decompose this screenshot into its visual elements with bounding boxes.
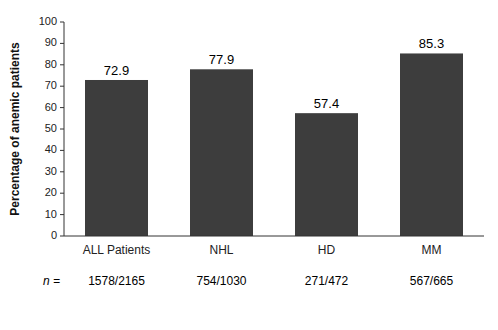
y-tick xyxy=(60,129,64,130)
y-axis-label: Percentage of anemic patients xyxy=(8,42,22,216)
y-tick xyxy=(60,86,64,87)
y-tick xyxy=(60,150,64,151)
data-label: 85.3 xyxy=(419,36,444,51)
y-tick-label: 20 xyxy=(45,186,57,198)
y-tick-label: 30 xyxy=(45,165,57,177)
data-label: 72.9 xyxy=(104,63,129,78)
y-tick xyxy=(60,107,64,108)
y-tick xyxy=(60,64,64,65)
y-tick-label: 0 xyxy=(51,229,57,241)
y-tick-label: 10 xyxy=(45,208,57,220)
n-label: 1578/2165 xyxy=(88,274,145,288)
bars xyxy=(85,53,463,236)
n-label: 271/472 xyxy=(305,274,349,288)
n-label: 567/665 xyxy=(410,274,454,288)
bar xyxy=(190,69,253,236)
n-label: 754/1030 xyxy=(196,274,246,288)
chart-container: 0 10 20 30 40 50 60 70 80 90 100 Percentage of anem… xyxy=(0,0,498,330)
y-tick xyxy=(60,193,64,194)
x-tick-label: HD xyxy=(318,243,336,257)
n-prefix: n = xyxy=(43,274,60,288)
y-tick-label: 60 xyxy=(45,101,57,113)
data-label: 77.9 xyxy=(209,52,234,67)
y-tick-label: 90 xyxy=(45,36,57,48)
y-tick-label: 50 xyxy=(45,122,57,134)
y-tick-label: 70 xyxy=(45,79,57,91)
bar xyxy=(295,113,358,236)
y-tick xyxy=(60,171,64,172)
y-tick-label: 80 xyxy=(45,58,57,70)
x-tick-labels: ALL Patients NHL HD MM xyxy=(83,243,442,257)
axes: 0 10 20 30 40 50 60 70 80 90 100 xyxy=(39,15,484,241)
x-tick-label: NHL xyxy=(209,243,233,257)
x-axis-line xyxy=(64,236,484,237)
x-tick-label: MM xyxy=(422,243,442,257)
y-tick xyxy=(60,214,64,215)
bar xyxy=(85,80,148,236)
x-tick-label: ALL Patients xyxy=(83,243,151,257)
y-tick-label: 100 xyxy=(39,15,57,27)
y-tick xyxy=(60,22,64,23)
chart-svg: 0 10 20 30 40 50 60 70 80 90 100 Percentage of anem… xyxy=(0,0,498,330)
bar xyxy=(400,53,463,236)
data-label: 57.4 xyxy=(314,96,339,111)
data-labels: 72.9 77.9 57.4 85.3 xyxy=(104,36,444,111)
y-tick-label: 40 xyxy=(45,143,57,155)
y-tick xyxy=(60,236,64,237)
y-tick xyxy=(60,43,64,44)
sample-size-row: n = 1578/2165 754/1030 271/472 567/665 xyxy=(43,274,454,288)
